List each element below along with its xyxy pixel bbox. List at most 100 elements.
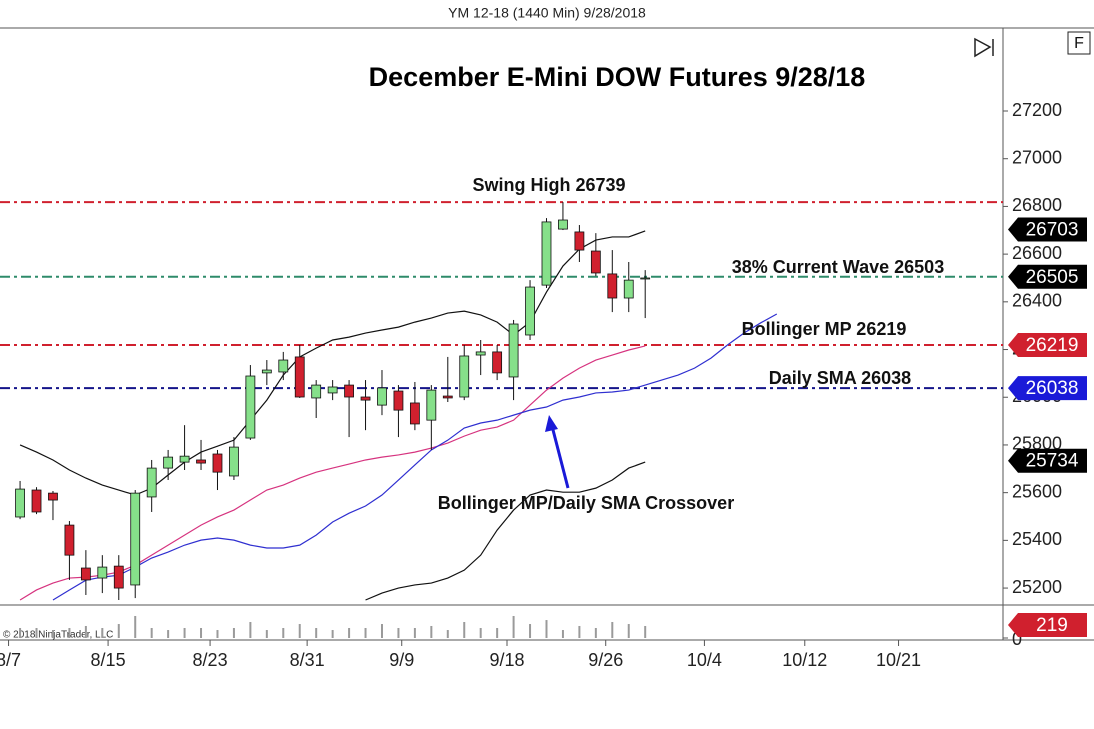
header: YM 12-18 (1440 Min) 9/28/2018: [448, 5, 646, 21]
copyright: © 2018 NinjaTrader, LLC: [3, 630, 113, 641]
f-button-label[interactable]: F: [1074, 35, 1084, 52]
x-tick-label: 8/23: [193, 650, 228, 670]
volume-bar: [348, 628, 351, 638]
candle-body: [508, 323, 519, 378]
candle-body: [541, 221, 552, 286]
price-tag: [1008, 217, 1087, 242]
candle-body: [261, 369, 272, 374]
candle-body: [113, 565, 124, 589]
candle-body: [623, 279, 634, 299]
candle-body: [590, 250, 601, 274]
volume-tick-label: 0: [1012, 629, 1022, 649]
price-tag-label: 26703: [1026, 220, 1079, 241]
y-tick-label: 26600: [1012, 243, 1062, 263]
volume-bar: [397, 628, 400, 638]
x-tick-label: 9/18: [489, 650, 524, 670]
volume-bar: [68, 628, 71, 638]
candle-body: [475, 351, 486, 356]
volume-bar: [265, 630, 268, 638]
volume-bar: [200, 628, 203, 638]
volume-bar: [167, 630, 170, 638]
y-tick-label: 25600: [1012, 481, 1062, 501]
chart-title: December E-Mini DOW Futures 9/28/18: [369, 62, 866, 92]
x-tick-label: 10/4: [687, 650, 722, 670]
arrow-shaft: [550, 425, 570, 489]
annotation: Bollinger MP/Daily SMA Crossover: [438, 493, 734, 513]
y-tick-label: 27200: [1012, 100, 1062, 120]
volume-bar: [380, 624, 383, 638]
volume-bar: [35, 628, 38, 638]
candle-body: [212, 453, 223, 473]
volume-bar: [611, 622, 614, 638]
candle-body: [229, 446, 239, 477]
volume-bar: [578, 625, 581, 638]
annotation: Swing High 26739: [472, 175, 625, 195]
candle-body: [146, 467, 157, 498]
price-tag-label: 26219: [1026, 335, 1079, 356]
price-tag-label: 26038: [1026, 378, 1079, 399]
volume-bar: [282, 628, 285, 638]
price-tag-label: 25734: [1026, 451, 1079, 472]
candle-body: [360, 396, 371, 401]
volume-bar: [627, 624, 630, 638]
play-triangle: [974, 37, 992, 58]
play-icon[interactable]: [974, 37, 994, 58]
x-tick-label: 9/9: [389, 650, 414, 670]
candle-body: [64, 524, 75, 556]
candle-body: [80, 567, 91, 581]
candle-body: [525, 286, 535, 336]
annotation: 38% Current Wave 26503: [732, 257, 944, 277]
volume-bar: [479, 628, 482, 638]
volume-bar: [232, 628, 235, 638]
price-tag: [1008, 376, 1087, 401]
candle-body: [442, 395, 453, 399]
candle-body: [130, 492, 141, 586]
volume-bar: [84, 625, 87, 638]
candle-body: [48, 492, 58, 501]
candle-body: [492, 351, 503, 374]
volume-bar: [19, 628, 22, 638]
annotation: Bollinger MP 26219: [742, 319, 907, 339]
price-tag: [1008, 264, 1087, 289]
candle-body: [311, 384, 322, 399]
candle-body: [278, 359, 289, 373]
candle-body: [163, 456, 174, 469]
volume-bar: [644, 625, 647, 638]
y-tick-label: 26400: [1012, 291, 1062, 311]
volume-bar: [364, 628, 367, 638]
volume-bar: [529, 624, 532, 638]
candle-body: [607, 273, 618, 299]
volume-bar: [512, 615, 515, 638]
candle-body: [344, 384, 354, 398]
candle-body: [558, 219, 568, 230]
candle-body: [179, 455, 190, 463]
x-tick-label: 10/12: [782, 650, 827, 670]
candle-body: [15, 488, 25, 518]
volume-bar: [117, 624, 120, 638]
candle-body: [426, 389, 437, 421]
indicator-line: [52, 313, 778, 601]
volume-bar: [545, 620, 548, 638]
x-tick-label: 10/21: [876, 650, 921, 670]
x-tick-label: 9/26: [588, 650, 623, 670]
price-tag: [1008, 333, 1087, 358]
candle-body: [640, 277, 651, 280]
volume-bar: [331, 630, 334, 638]
price-tag-label: 26505: [1026, 267, 1079, 288]
volume-bar: [594, 628, 597, 638]
volume-bar: [249, 622, 252, 638]
volume-bar: [101, 628, 104, 638]
volume-bar: [51, 630, 54, 638]
volume-bar: [561, 630, 564, 638]
volume-bar: [430, 625, 433, 638]
volume-bar: [150, 628, 153, 638]
volume-bar: [315, 628, 318, 638]
f-button[interactable]: [1067, 31, 1091, 55]
x-tick-label: 8/7: [0, 650, 21, 670]
annotation: Daily SMA 26038: [769, 368, 911, 388]
y-tick-label: 27000: [1012, 147, 1062, 167]
candle-body: [245, 375, 256, 439]
candle-body: [459, 355, 470, 398]
price-tag: [1008, 448, 1087, 473]
